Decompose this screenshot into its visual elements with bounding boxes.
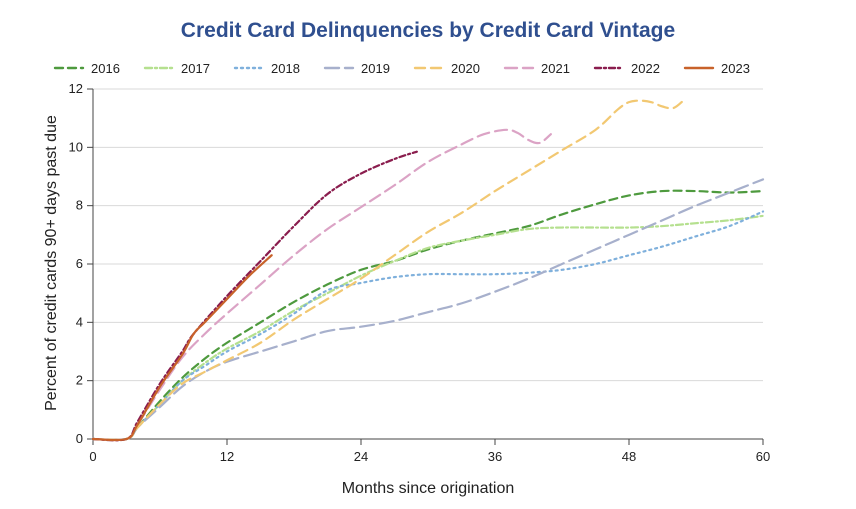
series-line-2019 bbox=[91, 178, 765, 441]
x-tick-label: 0 bbox=[89, 449, 96, 464]
y-tick-label: 8 bbox=[76, 198, 83, 213]
series-line-2023 bbox=[91, 254, 273, 442]
legend-label-2022: 2022 bbox=[631, 61, 660, 76]
series-line-2018 bbox=[91, 210, 765, 441]
series-group bbox=[91, 98, 765, 442]
x-axis-title: Months since origination bbox=[342, 480, 515, 497]
y-tick-label: 6 bbox=[76, 256, 83, 271]
series-line-2016 bbox=[91, 189, 765, 441]
series-line-2020 bbox=[91, 98, 686, 441]
y-tick-label: 10 bbox=[69, 139, 83, 154]
gridlines bbox=[93, 88, 763, 440]
x-tick-label: 48 bbox=[622, 449, 636, 464]
legend-label-2020: 2020 bbox=[451, 61, 480, 76]
series-line-2022 bbox=[91, 150, 418, 442]
legend-label-2016: 2016 bbox=[91, 61, 120, 76]
chart-title: Credit Card Delinquencies by Credit Card… bbox=[181, 19, 675, 42]
x-tick-label: 12 bbox=[220, 449, 234, 464]
x-tick-label: 36 bbox=[488, 449, 502, 464]
x-tick-label: 24 bbox=[354, 449, 368, 464]
legend-label-2019: 2019 bbox=[361, 61, 390, 76]
legend-label-2018: 2018 bbox=[271, 61, 300, 76]
legend-label-2021: 2021 bbox=[541, 61, 570, 76]
series-line-2017 bbox=[91, 214, 765, 441]
legend: 2016 2017 2018 2019 2020 2021 2022 2023 bbox=[53, 61, 750, 76]
y-tick-label: 0 bbox=[76, 431, 83, 446]
legend-label-2017: 2017 bbox=[181, 61, 210, 76]
y-tick-label: 2 bbox=[76, 373, 83, 388]
y-axis-title: Percent of credit cards 90+ days past du… bbox=[43, 115, 60, 411]
y-tick-label: 12 bbox=[69, 81, 83, 96]
x-tick-label: 60 bbox=[756, 449, 770, 464]
y-tick-label: 4 bbox=[76, 314, 83, 329]
legend-label-2023: 2023 bbox=[721, 61, 750, 76]
series-line-2021 bbox=[91, 128, 552, 442]
